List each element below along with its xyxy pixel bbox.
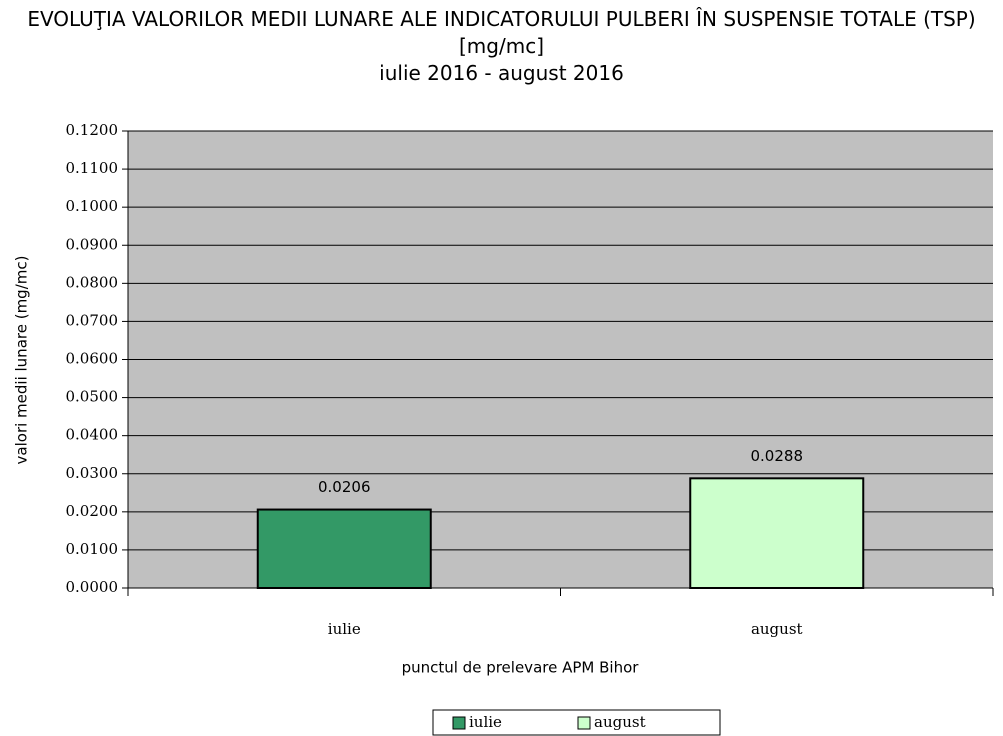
y-tick-label: 0.0800 xyxy=(66,273,119,291)
data-label: 0.0206 xyxy=(318,478,371,496)
y-tick-label: 0.0900 xyxy=(66,235,119,253)
legend-label: iulie xyxy=(469,713,502,731)
y-tick-label: 0.0300 xyxy=(66,464,119,482)
x-axis-label: punctul de prelevare APM Bihor xyxy=(402,659,640,677)
chart-subtitle: iulie 2016 - august 2016 xyxy=(379,61,624,85)
titles: EVOLUŢIA VALORILOR MEDII LUNARE ALE INDI… xyxy=(0,6,1003,87)
legend-box xyxy=(432,709,721,736)
y-tick-label: 0.0400 xyxy=(66,426,119,444)
chart-title: EVOLUŢIA VALORILOR MEDII LUNARE ALE INDI… xyxy=(27,7,976,58)
y-tick-label: 0.1000 xyxy=(66,197,119,215)
legend-swatch xyxy=(452,716,466,730)
legend-swatch xyxy=(577,716,591,730)
data-label: 0.0288 xyxy=(751,447,804,465)
bar xyxy=(689,477,865,590)
y-tick-label: 0.0000 xyxy=(66,578,119,596)
y-tick-label: 0.0700 xyxy=(66,311,119,329)
x-tick-label: august xyxy=(751,620,803,638)
y-tick-label: 0.0200 xyxy=(66,502,119,520)
x-tick-label: iulie xyxy=(328,620,361,638)
legend-label: august xyxy=(594,713,646,731)
y-tick-label: 0.0500 xyxy=(66,388,119,406)
y-tick-label: 0.1100 xyxy=(66,159,119,177)
y-tick-label: 0.0100 xyxy=(66,540,119,558)
y-tick-label: 0.1200 xyxy=(66,121,119,139)
bar xyxy=(256,508,432,590)
y-tick-label: 0.0600 xyxy=(66,350,119,368)
y-axis-label: valori medii lunare (mg/mc) xyxy=(13,256,31,465)
